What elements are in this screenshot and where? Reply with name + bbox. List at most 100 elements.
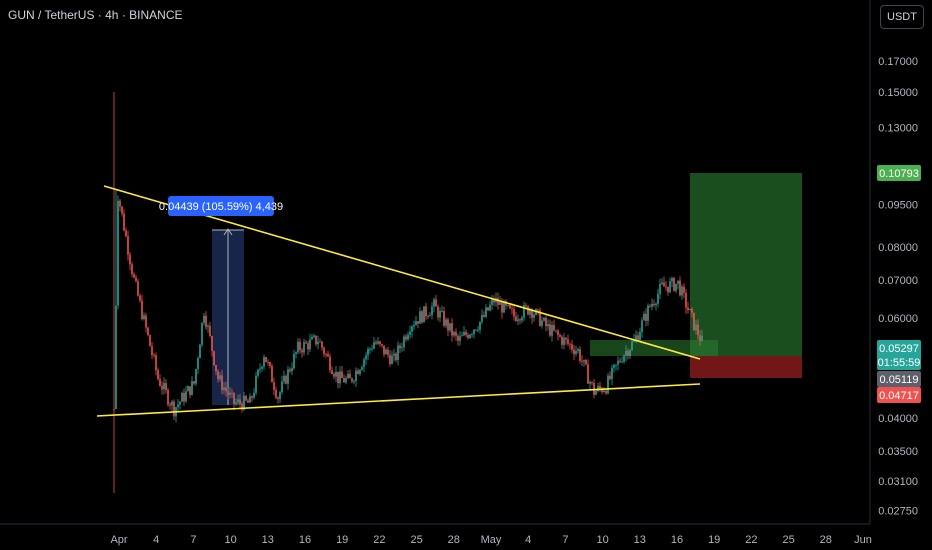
candle-up: [575, 350, 577, 355]
candle-up: [641, 320, 643, 332]
price-tick-label: 0.04000: [878, 413, 918, 425]
candle-down: [545, 317, 547, 327]
candle-up: [597, 385, 599, 391]
candle-up: [625, 350, 627, 356]
candle-up: [563, 337, 565, 345]
price-tick-label: 0.06000: [878, 313, 918, 325]
candle-up: [647, 305, 649, 321]
candle-up: [413, 325, 415, 327]
candle-down: [605, 390, 607, 394]
candle-down: [467, 334, 469, 338]
candle-up: [463, 332, 465, 336]
candle-down: [147, 327, 149, 336]
candle-up: [485, 307, 487, 317]
candle-up: [291, 368, 293, 372]
candle-down: [127, 236, 129, 255]
time-tick-label: 28: [820, 534, 832, 546]
time-tick-label: 28: [448, 534, 460, 546]
candle-down: [135, 277, 137, 282]
candle-down: [591, 381, 593, 383]
candle-up: [659, 283, 661, 294]
candle-up: [283, 375, 285, 382]
candle-up: [469, 334, 471, 338]
candle-down: [399, 345, 401, 349]
candle-down: [209, 325, 211, 336]
candle-down: [531, 309, 533, 318]
candle-up: [675, 283, 677, 291]
candle-up: [319, 341, 321, 343]
candle-down: [189, 386, 191, 395]
candle-up: [295, 352, 297, 354]
candle-down: [325, 353, 327, 355]
candle-up: [197, 358, 199, 369]
candle-down: [579, 349, 581, 361]
candle-up: [365, 355, 367, 360]
candle-up: [181, 392, 183, 402]
candle-down: [329, 356, 331, 371]
candle-up: [255, 375, 257, 393]
stop-zone[interactable]: [690, 356, 802, 378]
candle-up: [453, 331, 455, 336]
candle-down: [157, 370, 159, 379]
candle-up: [503, 300, 505, 313]
candle-up: [533, 314, 535, 318]
price-tick-label: 0.08000: [878, 242, 918, 254]
candle-up: [201, 322, 203, 345]
candle-down: [375, 342, 377, 344]
candle-up: [313, 335, 315, 337]
candle-up: [611, 367, 613, 379]
candle-up: [445, 319, 447, 326]
time-tick-label: 10: [224, 534, 236, 546]
measure-label: 0.04439 (105.59%) 4,439: [159, 201, 283, 213]
candle-up: [243, 395, 245, 410]
candle-down: [231, 392, 233, 394]
candle-up: [607, 375, 609, 394]
candle-up: [249, 396, 251, 403]
time-axis[interactable]: Apr 4 7 10 13 16 19 22 25 28 May 4 7 10 13 16 19 22 25 28 Ju…: [110, 534, 871, 546]
candle-down: [581, 360, 583, 362]
candle-down: [587, 364, 589, 384]
candle-up: [259, 368, 261, 370]
candle-down: [239, 399, 241, 404]
candle-down: [383, 345, 385, 355]
candle-up: [631, 341, 633, 351]
candle-up: [507, 305, 509, 306]
candle-up: [411, 326, 413, 332]
price-axis[interactable]: 0.17000 0.15000 0.13000 0.09500 0.08000 0.070…: [878, 56, 918, 517]
price-tick-label: 0.07000: [878, 275, 918, 287]
candle-up: [281, 381, 283, 393]
candle-up: [347, 373, 349, 379]
measure-arrowhead: [223, 228, 233, 236]
candle-down: [483, 315, 485, 317]
candle-down: [539, 310, 541, 326]
lower-trendline[interactable]: [96, 383, 701, 417]
candle-up: [335, 371, 337, 377]
candle-down: [217, 371, 219, 380]
candle-down: [519, 319, 521, 321]
candle-up: [253, 392, 255, 398]
candle-down: [173, 401, 175, 417]
target-zone[interactable]: [690, 173, 802, 356]
candle-down: [417, 321, 419, 324]
candle-up: [459, 336, 461, 341]
candle-up: [595, 390, 597, 395]
candle-down: [343, 378, 345, 383]
candle-down: [497, 298, 499, 305]
candle-down: [667, 286, 669, 293]
candle-up: [521, 317, 523, 321]
candle-down: [627, 350, 629, 357]
price-tick-label: 0.13000: [878, 122, 918, 134]
candle-down: [395, 353, 397, 361]
candle-down: [567, 339, 569, 344]
candle-up: [577, 349, 579, 351]
candle-down: [447, 319, 449, 331]
candle-down: [601, 388, 603, 393]
candle-up: [657, 293, 659, 304]
candle-down: [437, 306, 439, 318]
symbol-title: GUN / TetherUS · 4h · BINANCE: [8, 8, 183, 22]
currency-button[interactable]: USDT: [880, 5, 924, 29]
candle-up: [311, 336, 313, 340]
candle-down: [585, 359, 587, 365]
candle-down: [299, 341, 301, 351]
